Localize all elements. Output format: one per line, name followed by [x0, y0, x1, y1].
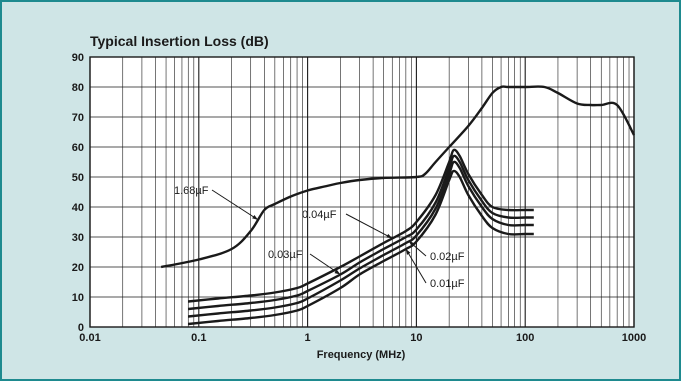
series-line	[188, 169, 534, 326]
callout-label: 0.03µF	[268, 249, 303, 261]
callout-arrowhead	[408, 241, 415, 247]
y-tick-label: 20	[72, 262, 84, 274]
series-line	[188, 160, 534, 318]
x-tick-label: 0.1	[191, 332, 206, 344]
callout-label: 0.02µF	[430, 251, 465, 263]
x-tick-label: 1000	[622, 332, 646, 344]
series-line	[188, 154, 534, 311]
callout-leader	[211, 189, 259, 221]
plot-background	[90, 57, 634, 327]
series-line	[160, 85, 636, 269]
callout-leader	[345, 213, 393, 239]
callout-leader	[309, 253, 341, 275]
callout-arrowhead	[405, 249, 411, 255]
y-tick-label: 40	[72, 202, 84, 214]
callout-leader	[405, 248, 427, 284]
callout-arrowhead	[386, 233, 393, 239]
x-tick-label: 0.01	[79, 332, 100, 344]
callout-arrowhead	[334, 269, 341, 275]
y-tick-label: 80	[72, 82, 84, 94]
x-tick-label: 100	[516, 332, 534, 344]
y-tick-label: 70	[72, 112, 84, 124]
callout-label: 1.68µF	[174, 185, 209, 197]
callout-arrowhead	[252, 215, 258, 220]
x-tick-label: 1	[305, 332, 311, 344]
x-tick-label: 10	[410, 332, 422, 344]
x-axis-label: Frequency (MHz)	[317, 349, 406, 361]
chart-title: Typical Insertion Loss (dB)	[90, 33, 269, 49]
plot-area: 0.01 0.1 1 10 100 1000 0 10 20 30 40 50 60 70 80 90 1.68…	[72, 52, 646, 344]
callout-label: 0.01µF	[430, 278, 465, 290]
y-tick-label: 90	[72, 52, 84, 64]
y-tick-label: 10	[72, 292, 84, 304]
y-tick-label: 30	[72, 232, 84, 244]
y-tick-label: 0	[78, 322, 84, 334]
y-tick-label: 60	[72, 142, 84, 154]
series-line	[188, 148, 534, 303]
callout-label: 0.04µF	[302, 209, 337, 221]
plot-border	[89, 56, 635, 328]
y-tick-label: 50	[72, 172, 84, 184]
